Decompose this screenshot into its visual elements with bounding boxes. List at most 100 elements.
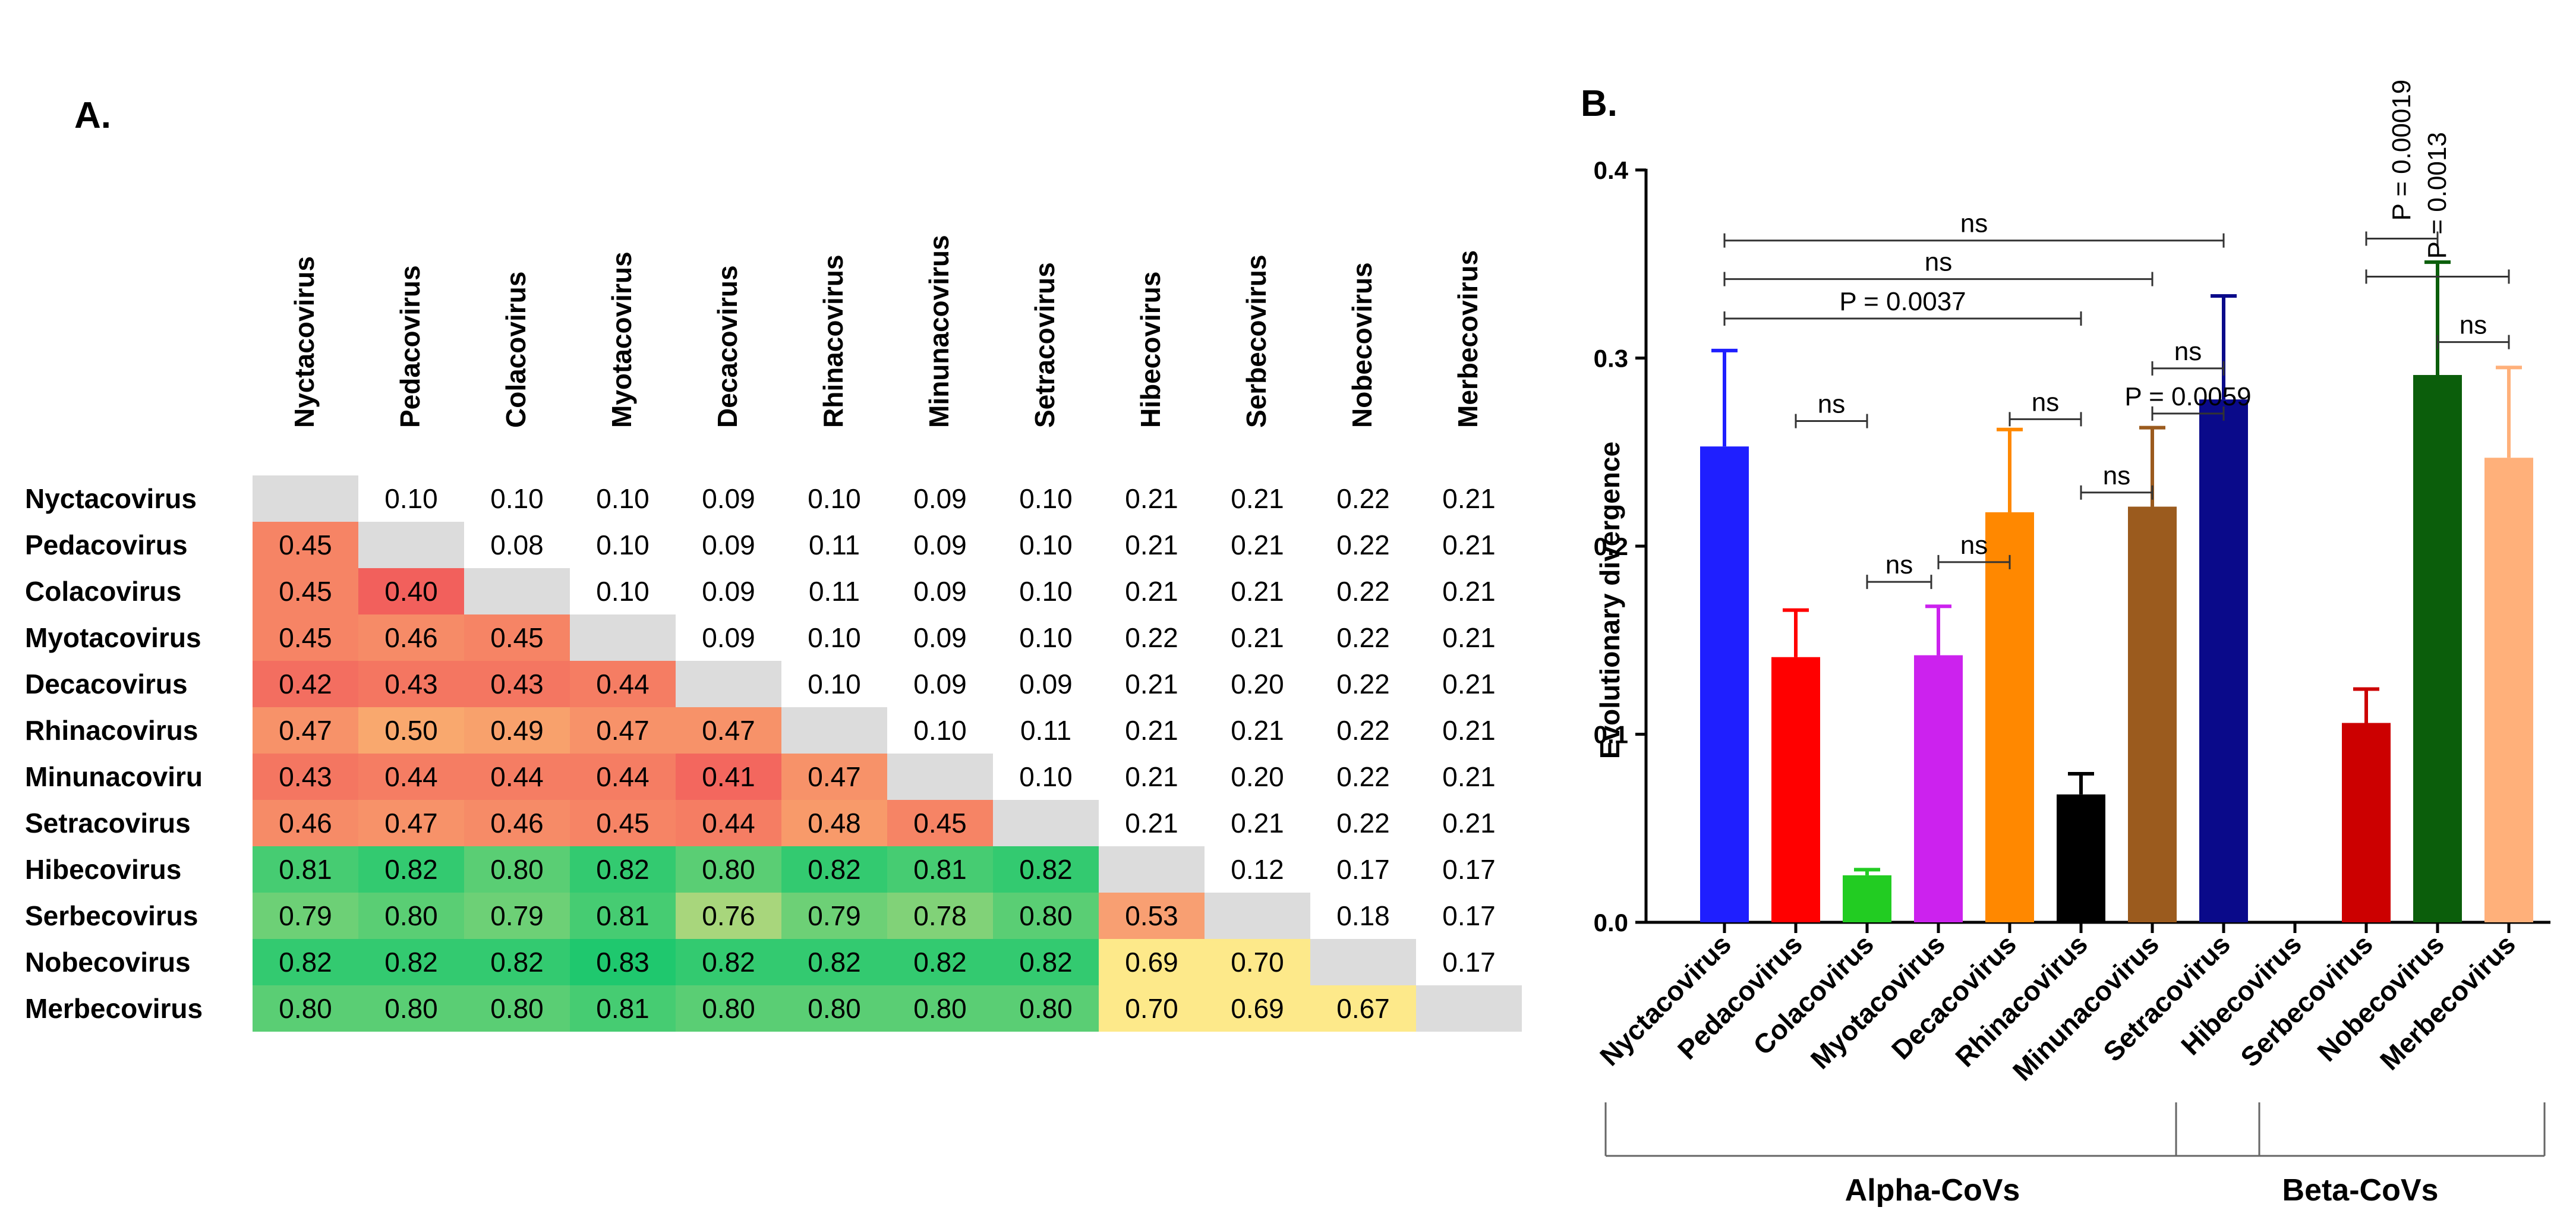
heatmap-cell — [464, 614, 570, 661]
heatmap-cell-value: 0.82 — [1019, 854, 1073, 885]
heatmap-cell — [358, 846, 464, 893]
heatmap-cell — [781, 800, 887, 846]
heatmap-cell-value: 0.80 — [808, 993, 861, 1024]
heatmap-cell-value: 0.82 — [913, 947, 967, 978]
heatmap-cell-value: 0.45 — [490, 622, 544, 653]
heatmap-column-label: Pedacovirus — [395, 265, 425, 428]
heatmap-cell-value: 0.21 — [1442, 808, 1496, 839]
heatmap-cell-value: 0.46 — [279, 808, 332, 839]
heatmap-cell-value: 0.21 — [1442, 669, 1496, 699]
heatmap-cell-value: 0.79 — [808, 900, 861, 931]
heatmap-cell — [676, 800, 781, 846]
bar-chart: Evolutionary divergence 0.0 0.1 0.2 0.3 0.4 N… — [1594, 80, 2550, 1208]
heatmap-cell — [570, 661, 676, 707]
heatmap-cell-value: 0.80 — [913, 993, 967, 1024]
heatmap-cell — [253, 893, 358, 939]
heatmap-cell-value: 0.22 — [1336, 808, 1390, 839]
heatmap-diagonal-cell — [1099, 846, 1205, 893]
heatmap-cell-value: 0.11 — [1020, 715, 1071, 746]
heatmap-cell-value: 0.70 — [1231, 947, 1284, 978]
heatmap-cell-value: 0.09 — [702, 530, 755, 560]
heatmap-cell-value: 0.45 — [279, 530, 332, 560]
heatmap-row-label: Pedacovirus — [25, 530, 188, 560]
heatmap-cell-value: 0.10 — [596, 483, 649, 514]
heatmap-cell-value: 0.21 — [1442, 715, 1496, 746]
heatmap-cell — [676, 707, 781, 754]
heatmap-cell-value: 0.81 — [596, 900, 649, 931]
x-category-label: Decacovirus — [1886, 928, 2022, 1065]
comparison-label: P = 0.00019 — [2387, 80, 2416, 221]
heatmap-column-label: Colacovirus — [500, 272, 531, 428]
heatmap-cell — [464, 893, 570, 939]
bar — [2057, 794, 2105, 922]
heatmap-cell-value: 0.22 — [1336, 761, 1390, 792]
heatmap-cell — [676, 985, 781, 1032]
heatmap-cell-value: 0.82 — [384, 947, 438, 978]
heatmap-cell-value: 0.69 — [1125, 947, 1178, 978]
heatmap-cell — [1099, 985, 1205, 1032]
heatmap-cell — [676, 893, 781, 939]
heatmap-cell-value: 0.79 — [279, 900, 332, 931]
heatmap-row-label: Minunacoviru — [25, 761, 203, 792]
heatmap-cell — [464, 846, 570, 893]
heatmap-column-label: Merbecovirus — [1452, 250, 1483, 428]
heatmap-cell-value: 0.10 — [1019, 761, 1073, 792]
heatmap-cell-value: 0.80 — [1019, 993, 1073, 1024]
heatmap-cell — [464, 800, 570, 846]
heatmap-cell-value: 0.08 — [490, 530, 544, 560]
heatmap-cell-value: 0.10 — [1019, 530, 1073, 560]
heatmap-cell — [358, 568, 464, 614]
heatmap-cell — [464, 939, 570, 985]
heatmap-cell-value: 0.21 — [1125, 576, 1178, 607]
heatmap-cell-value: 0.10 — [1019, 483, 1073, 514]
heatmap-cell-value: 0.41 — [702, 761, 755, 792]
x-category-label: Nobecovirus — [2311, 928, 2450, 1067]
heatmap-cell-value: 0.21 — [1442, 483, 1496, 514]
heatmap-diagonal-cell — [1205, 893, 1310, 939]
heatmap-cell-value: 0.21 — [1231, 530, 1284, 560]
heatmap-diagonal-cell — [358, 522, 464, 568]
heatmap-cell — [253, 754, 358, 800]
heatmap-diagonal-cell — [1416, 985, 1522, 1032]
heatmap-diagonal-cell — [570, 614, 676, 661]
heatmap-cell-value: 0.43 — [384, 669, 438, 699]
heatmap-cell-value: 0.17 — [1442, 947, 1496, 978]
panel-label-a: A. — [74, 95, 111, 136]
heatmap-cell — [570, 754, 676, 800]
heatmap-cell-value: 0.44 — [384, 761, 438, 792]
heatmap-cell-value: 0.82 — [808, 854, 861, 885]
heatmap-cell-value: 0.11 — [809, 530, 860, 560]
heatmap-cell-value: 0.80 — [490, 854, 544, 885]
heatmap-cell — [676, 939, 781, 985]
heatmap-cell — [358, 800, 464, 846]
heatmap-column-label: Nobecovirus — [1347, 262, 1377, 428]
heatmap-cell-value: 0.47 — [702, 715, 755, 746]
heatmap-cell-value: 0.09 — [913, 483, 967, 514]
heatmap-cell-value: 0.22 — [1336, 483, 1390, 514]
heatmap-row-label: Setracovirus — [25, 808, 191, 839]
heatmap-cell-value: 0.22 — [1336, 576, 1390, 607]
heatmap-row-label: Colacovirus — [25, 576, 181, 607]
heatmap-cell-value: 0.22 — [1336, 622, 1390, 653]
heatmap-row-label: Nobecovirus — [25, 947, 191, 978]
panel-label-b: B. — [1581, 83, 1618, 124]
heatmap-cell — [993, 846, 1099, 893]
heatmap-cell — [1099, 893, 1205, 939]
heatmap-cell-value: 0.09 — [702, 622, 755, 653]
heatmap-cell-value: 0.45 — [596, 808, 649, 839]
heatmap-cell-value: 0.10 — [384, 483, 438, 514]
heatmap-diagonal-cell — [1310, 939, 1416, 985]
y-tick-label: 0.3 — [1594, 345, 1628, 373]
heatmap-cell-value: 0.82 — [490, 947, 544, 978]
comparison-label: ns — [1925, 248, 1952, 277]
heatmap-cell — [358, 661, 464, 707]
heatmap-cell — [993, 939, 1099, 985]
heatmap-cell — [570, 846, 676, 893]
heatmap-cell — [358, 754, 464, 800]
comparison-label: P = 0.0037 — [1839, 287, 1966, 316]
heatmap-cell — [464, 661, 570, 707]
heatmap-cell-value: 0.21 — [1125, 808, 1178, 839]
heatmap-cell-value: 0.43 — [490, 669, 544, 699]
comparison-label: ns — [1960, 209, 1988, 238]
y-tick-label: 0.1 — [1594, 721, 1628, 749]
